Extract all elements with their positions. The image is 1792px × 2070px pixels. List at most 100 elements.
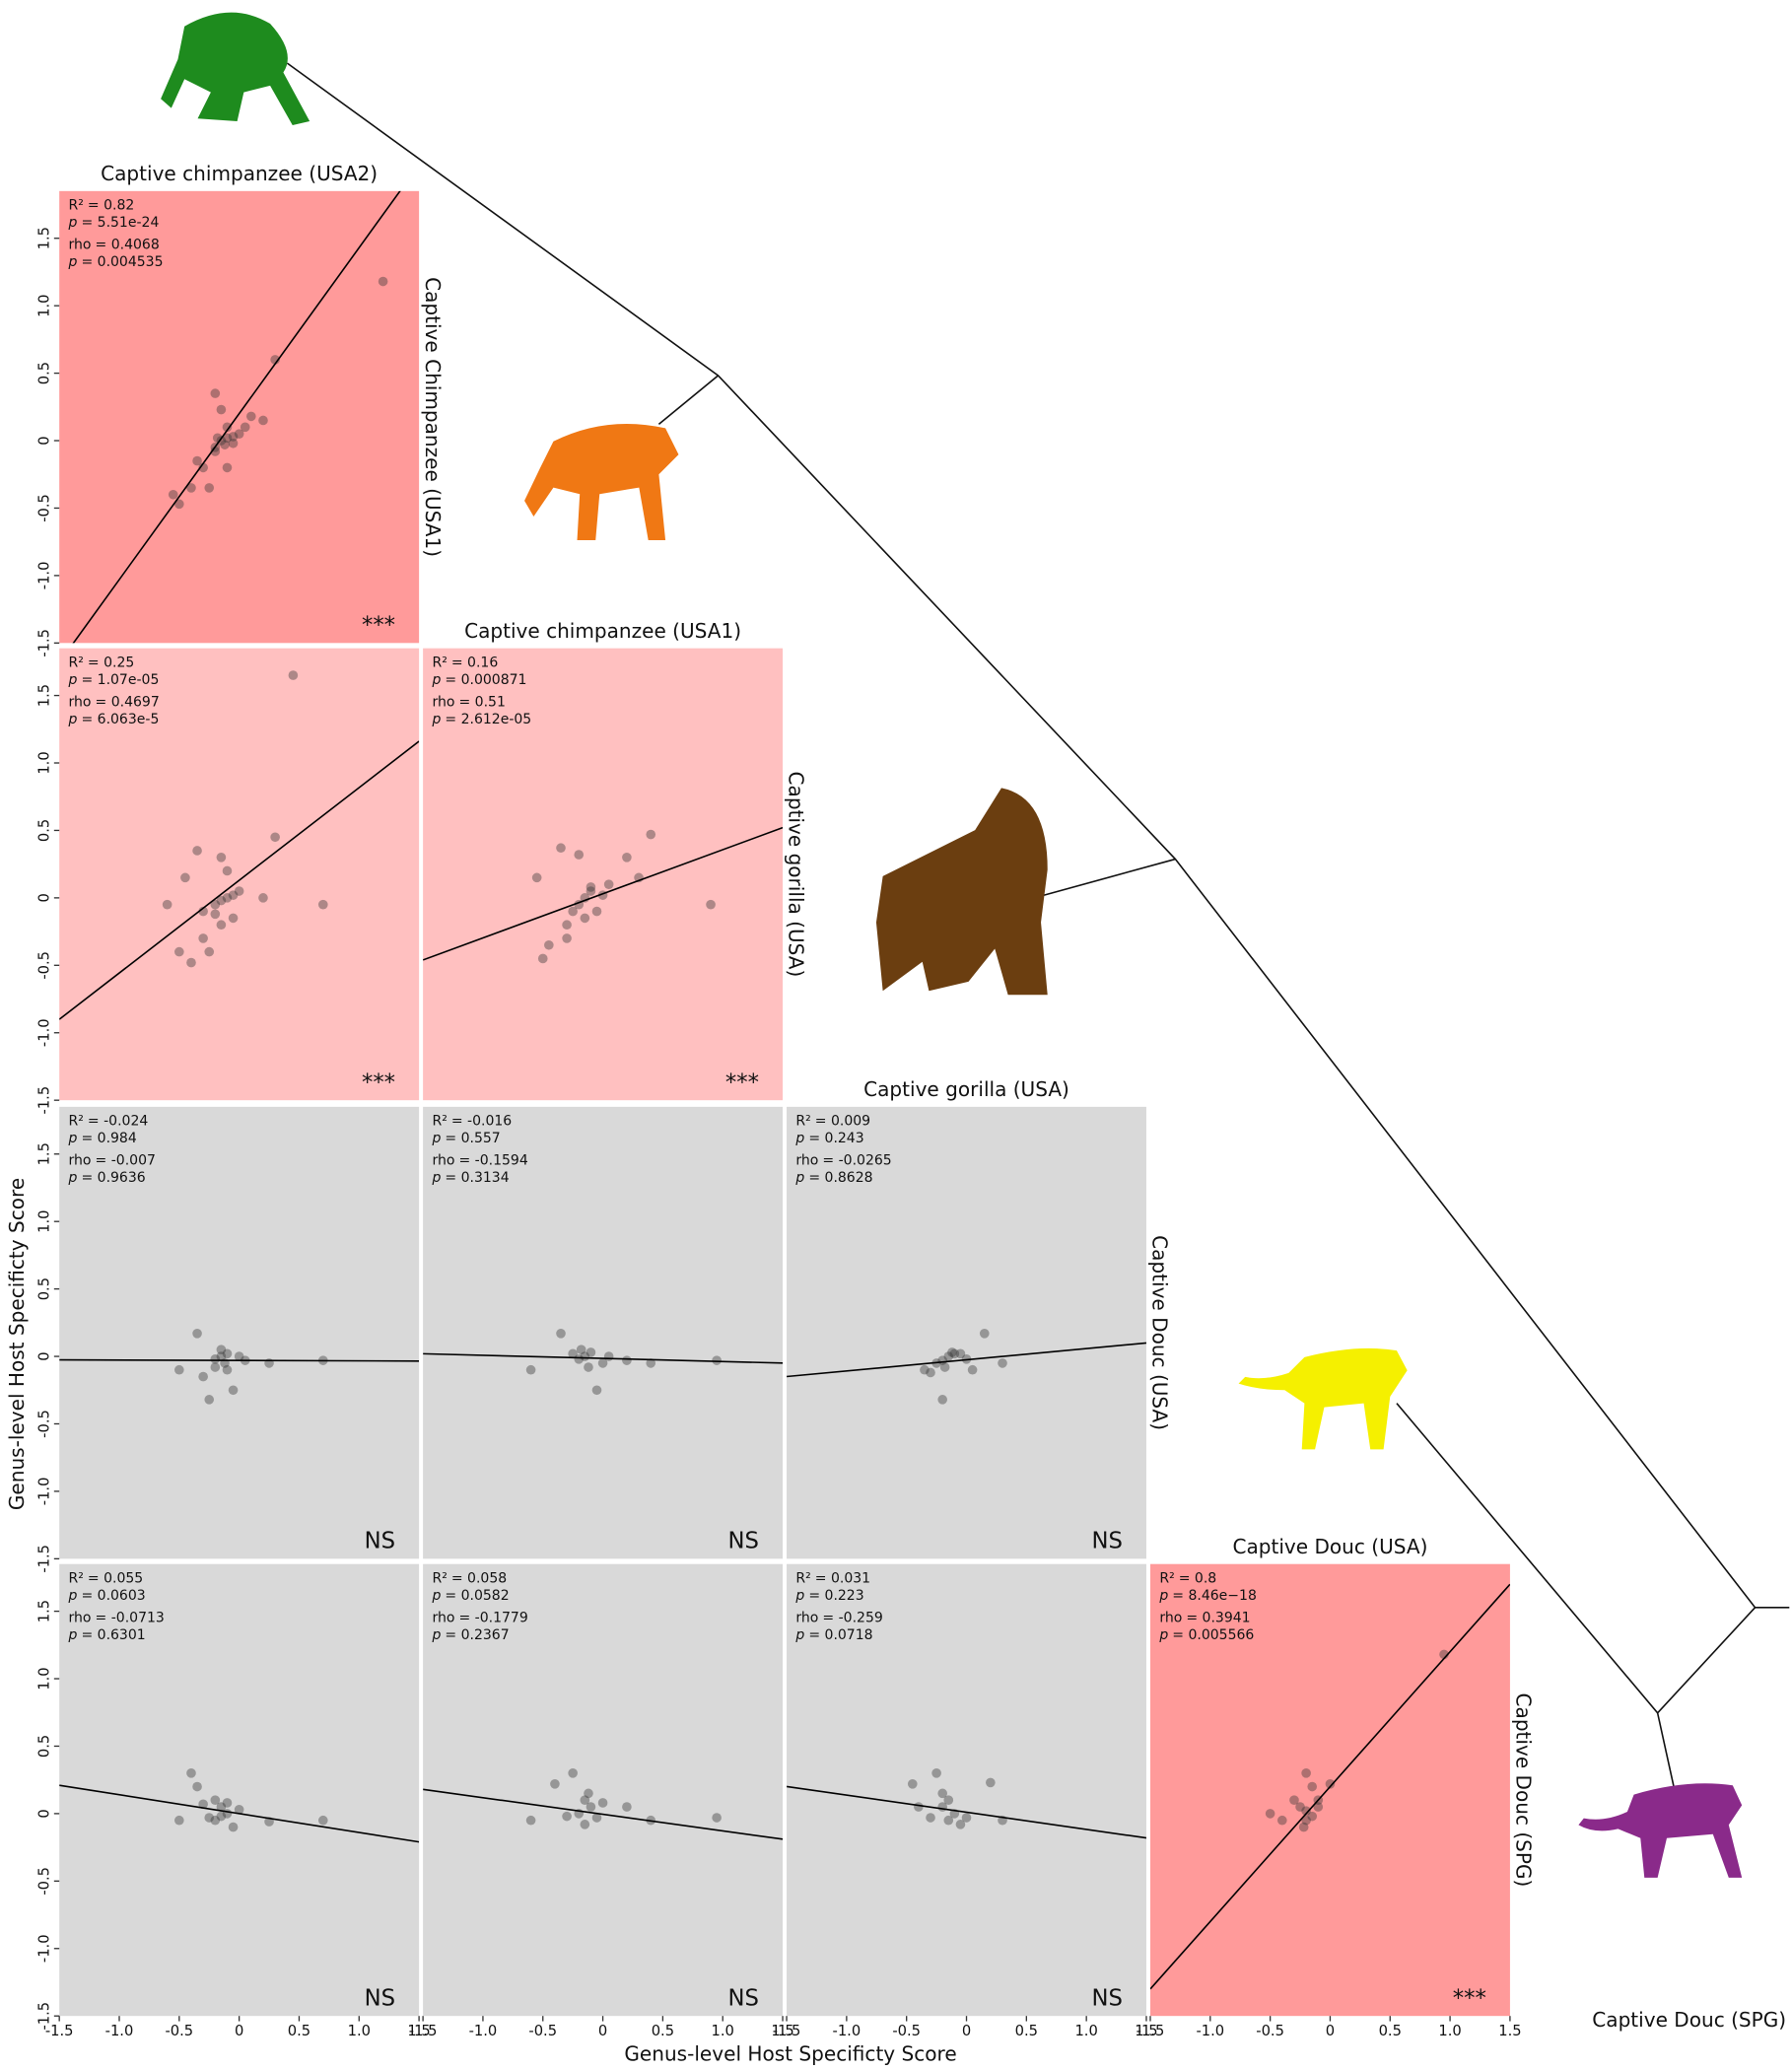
stat-name: p — [431, 1131, 441, 1146]
point — [216, 1811, 227, 1822]
point — [568, 1348, 578, 1359]
point — [907, 1778, 918, 1789]
stat-line: rho = -0.259 — [795, 1611, 882, 1626]
stat-value: = 6.063e-5 — [81, 712, 159, 727]
point — [550, 1778, 560, 1789]
stat-name: rho — [432, 1153, 454, 1169]
stat-line: p = 0.6301 — [68, 1627, 146, 1643]
point — [568, 1768, 578, 1778]
point — [584, 1362, 593, 1372]
point — [258, 893, 268, 903]
point — [574, 850, 585, 860]
panel-background — [59, 1563, 420, 2017]
x-tick-label: 1.5 — [771, 2023, 793, 2039]
stat-name: p — [431, 1170, 441, 1186]
stat-line: rho = -0.0713 — [69, 1611, 165, 1626]
panel-background — [1149, 1563, 1510, 2017]
point — [931, 1768, 941, 1778]
tree-branch — [1040, 858, 1176, 897]
stat-name: p — [68, 1588, 78, 1604]
point — [597, 1358, 608, 1368]
douc-purple — [1578, 1783, 1743, 1878]
x-tick-label: -1.5 — [45, 2023, 74, 2039]
stat-value: = 8.46e−18 — [1172, 1588, 1257, 1604]
point — [622, 852, 632, 862]
point — [603, 1351, 614, 1361]
significance: NS — [1091, 1529, 1122, 1554]
stat-line: rho = -0.1594 — [432, 1153, 527, 1169]
point — [622, 1802, 632, 1812]
x-tick-label: 0.5 — [652, 2023, 674, 2039]
point — [192, 1781, 202, 1792]
point — [949, 1348, 960, 1359]
y-tick-label: -1.5 — [35, 1086, 52, 1115]
point — [317, 899, 328, 910]
point — [562, 933, 572, 943]
fit-line — [72, 190, 401, 644]
point — [210, 388, 221, 398]
stat-name: p — [794, 1131, 804, 1146]
point — [1307, 1811, 1318, 1822]
x-tick-label: -1.0 — [469, 2023, 498, 2039]
y-tick-label: 1.0 — [35, 751, 52, 774]
y-tick-label: -1.5 — [35, 2002, 52, 2031]
point — [222, 1798, 233, 1808]
point — [706, 899, 716, 910]
y-tick-label: 0.5 — [35, 1735, 52, 1758]
stat-line: p = 1.07e-05 — [68, 672, 160, 688]
fit-line — [787, 1342, 1146, 1378]
stat-line: R² = 0.25 — [69, 655, 135, 670]
y-tick-label: 1.5 — [35, 1142, 52, 1165]
y-tick-label: -0.5 — [35, 951, 52, 980]
point — [192, 846, 202, 856]
stat-line: p = 0.223 — [794, 1588, 863, 1604]
point — [234, 1351, 244, 1361]
x-tick-label: -1.5 — [409, 2023, 438, 2039]
point — [562, 1811, 572, 1822]
x-tick-label: 1.5 — [1498, 2023, 1521, 2039]
stat-name: p — [431, 712, 441, 727]
point — [222, 433, 233, 444]
stat-line: p = 0.004535 — [68, 254, 164, 270]
stat-value: = 0.82 — [88, 198, 134, 214]
y-tick-label: -0.5 — [35, 1867, 52, 1896]
stat-value: = -0.1594 — [458, 1153, 527, 1169]
panel-background — [59, 190, 420, 644]
stat-line: rho = -0.1779 — [432, 1611, 527, 1626]
panel-y-title: Captive gorilla (USA) — [785, 772, 808, 978]
point — [204, 1395, 215, 1405]
point — [568, 906, 578, 917]
stat-line: rho = 0.4068 — [69, 238, 160, 253]
point — [228, 432, 239, 442]
tree-branch — [657, 375, 720, 426]
y-tick-label: 0.5 — [35, 819, 52, 842]
phylogeny — [286, 62, 1790, 1822]
point — [216, 1802, 227, 1812]
significance: *** — [362, 1070, 395, 1095]
point — [943, 1815, 954, 1826]
stat-line: p = 0.000871 — [431, 672, 526, 688]
point — [204, 946, 215, 957]
point — [162, 899, 172, 910]
point — [937, 1395, 947, 1405]
significance: NS — [728, 1986, 759, 2012]
stat-line: R² = 0.82 — [69, 198, 135, 214]
panel-title: Captive chimpanzee (USA2) — [101, 162, 378, 185]
stat-name: p — [68, 672, 78, 688]
stat-value: = 0.3134 — [445, 1170, 509, 1186]
y-tick-label: 1.0 — [35, 294, 52, 316]
x-tick-label: 1.5 — [407, 2023, 430, 2039]
stat-value: = 1.07e-05 — [81, 672, 159, 688]
point — [1276, 1815, 1287, 1826]
x-tick-label: 0 — [235, 2023, 243, 2039]
stat-line: p = 0.557 — [431, 1131, 500, 1146]
point — [1307, 1781, 1318, 1792]
point — [947, 1347, 957, 1357]
point — [186, 957, 196, 968]
point — [576, 1345, 586, 1355]
point — [222, 1348, 233, 1359]
point — [586, 886, 596, 896]
